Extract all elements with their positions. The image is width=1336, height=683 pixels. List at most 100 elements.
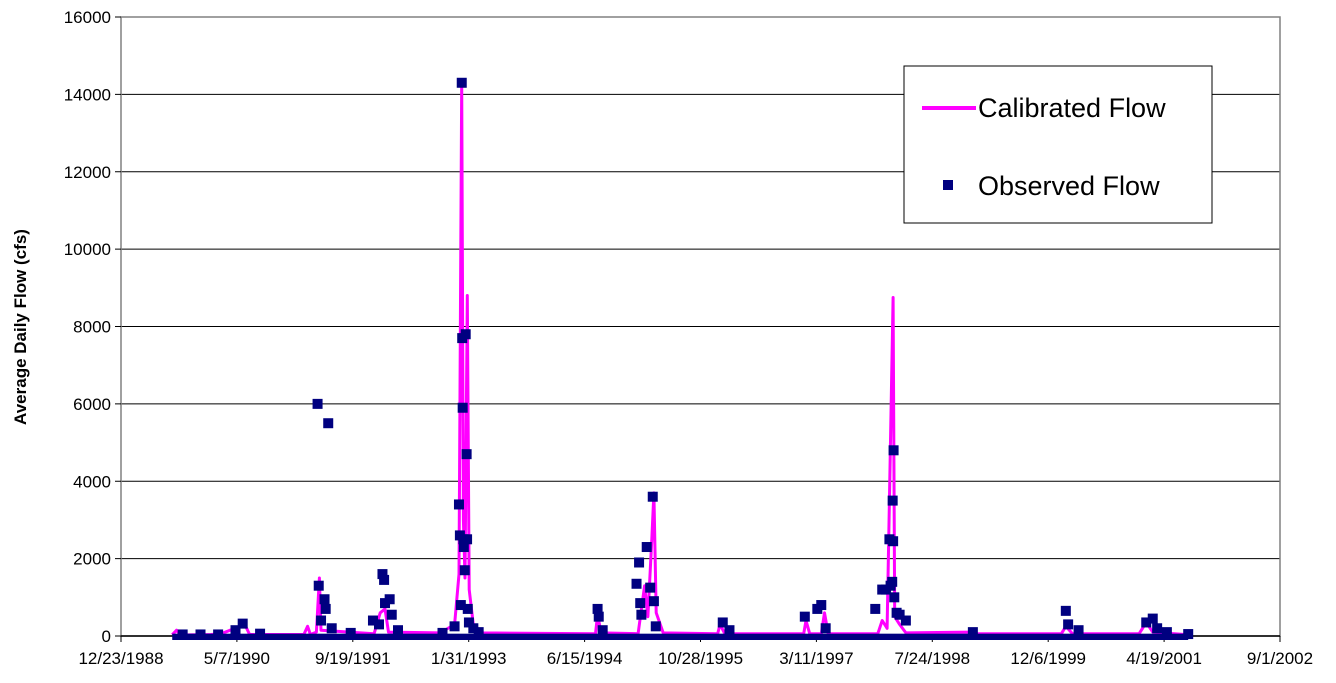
observed-point bbox=[473, 627, 484, 638]
observed-point bbox=[597, 625, 608, 636]
observed-point bbox=[345, 627, 356, 638]
observed-point bbox=[468, 623, 479, 634]
observed-point bbox=[312, 398, 323, 409]
observed-point bbox=[460, 329, 471, 340]
observed-point bbox=[195, 629, 206, 640]
observed-point bbox=[316, 615, 327, 626]
observed-point bbox=[1183, 629, 1194, 640]
observed-point bbox=[641, 542, 652, 553]
observed-point bbox=[894, 609, 905, 620]
observed-point bbox=[799, 611, 810, 622]
y-tick-label: 8000 bbox=[73, 318, 111, 337]
observed-point bbox=[458, 542, 469, 553]
observed-point bbox=[177, 629, 188, 640]
x-tick-label: 12/23/1988 bbox=[78, 649, 163, 668]
observed-point bbox=[650, 621, 661, 632]
observed-point bbox=[724, 625, 735, 636]
observed-point bbox=[379, 574, 390, 585]
observed-point bbox=[631, 578, 642, 589]
observed-point bbox=[456, 77, 467, 88]
x-tick-label: 12/6/1999 bbox=[1010, 649, 1086, 668]
observed-point bbox=[888, 445, 899, 456]
observed-point bbox=[386, 609, 397, 620]
x-tick-label: 7/24/1998 bbox=[894, 649, 970, 668]
observed-point bbox=[634, 557, 645, 568]
x-tick-label: 3/11/1997 bbox=[779, 649, 853, 668]
x-tick-label: 10/28/1995 bbox=[658, 649, 743, 668]
observed-point bbox=[1063, 619, 1074, 630]
observed-point bbox=[449, 621, 460, 632]
observed-point bbox=[462, 534, 473, 545]
observed-point bbox=[1073, 625, 1084, 636]
x-axis-ticks: 12/23/1988 5/7/1990 9/19/1991 1/31/1993 6/15… bbox=[78, 635, 1313, 668]
observed-point bbox=[592, 603, 603, 614]
observed-point bbox=[323, 418, 334, 429]
observed-point bbox=[820, 623, 831, 634]
observed-point bbox=[437, 627, 448, 638]
x-tick-label: 1/31/1993 bbox=[431, 649, 507, 668]
observed-point bbox=[461, 449, 472, 460]
x-tick-label: 6/15/1994 bbox=[547, 649, 623, 668]
observed-point bbox=[455, 600, 466, 611]
x-tick-label: 5/7/1990 bbox=[204, 649, 270, 668]
observed-point bbox=[1141, 617, 1152, 628]
observed-point bbox=[717, 617, 728, 628]
legend-observed-swatch bbox=[943, 180, 953, 190]
observed-point bbox=[326, 623, 337, 634]
observed-point bbox=[900, 615, 911, 626]
observed-point bbox=[457, 402, 468, 413]
observed-point bbox=[816, 600, 827, 611]
observed-point bbox=[320, 603, 331, 614]
observed-point bbox=[889, 592, 900, 603]
x-tick-label: 4/19/2001 bbox=[1126, 649, 1202, 668]
legend-calibrated-label: Calibrated Flow bbox=[978, 93, 1166, 123]
observed-point bbox=[636, 609, 647, 620]
observed-point bbox=[887, 495, 898, 506]
observed-point bbox=[1161, 627, 1172, 638]
observed-point bbox=[887, 576, 898, 587]
legend-observed-label: Observed Flow bbox=[978, 171, 1160, 201]
y-tick-label: 0 bbox=[102, 627, 111, 646]
observed-point bbox=[384, 594, 395, 605]
observed-point bbox=[313, 580, 324, 591]
observed-point bbox=[1152, 623, 1163, 634]
observed-point bbox=[213, 629, 224, 640]
observed-point bbox=[453, 499, 464, 510]
observed-point bbox=[967, 627, 978, 638]
observed-point bbox=[648, 596, 659, 607]
x-tick-label: 9/1/2002 bbox=[1247, 649, 1313, 668]
observed-point bbox=[463, 617, 474, 628]
observed-point bbox=[635, 598, 646, 609]
y-tick-label: 6000 bbox=[73, 395, 111, 414]
y-tick-label: 16000 bbox=[64, 8, 111, 27]
y-axis-label: Average Daily Flow (cfs) bbox=[11, 229, 30, 425]
observed-low-flow-band bbox=[172, 633, 1189, 640]
y-axis-ticks: 0 2000 4000 6000 8000 10000 12000 14000 16000 bbox=[64, 8, 121, 646]
observed-point bbox=[462, 603, 473, 614]
observed-point bbox=[1147, 613, 1158, 624]
observed-point bbox=[319, 594, 330, 605]
observed-flow-series bbox=[172, 77, 1194, 640]
observed-point bbox=[255, 628, 266, 639]
y-tick-label: 2000 bbox=[73, 550, 111, 569]
observed-point bbox=[393, 625, 404, 636]
observed-point bbox=[888, 536, 899, 547]
y-tick-label: 12000 bbox=[64, 163, 111, 182]
y-tick-label: 10000 bbox=[64, 240, 111, 259]
observed-point bbox=[870, 603, 881, 614]
y-tick-label: 14000 bbox=[64, 85, 111, 104]
observed-point bbox=[237, 618, 248, 629]
observed-point bbox=[373, 619, 384, 630]
legend: Calibrated Flow Observed Flow bbox=[903, 65, 1213, 224]
legend-box bbox=[903, 65, 1213, 224]
observed-point bbox=[367, 615, 378, 626]
observed-point bbox=[645, 582, 656, 593]
y-tick-label: 4000 bbox=[73, 472, 111, 491]
observed-point bbox=[647, 491, 658, 502]
observed-point bbox=[377, 569, 388, 580]
x-tick-label: 9/19/1991 bbox=[315, 649, 391, 668]
observed-point bbox=[230, 625, 241, 636]
observed-point bbox=[1060, 605, 1071, 616]
observed-point bbox=[593, 611, 604, 622]
